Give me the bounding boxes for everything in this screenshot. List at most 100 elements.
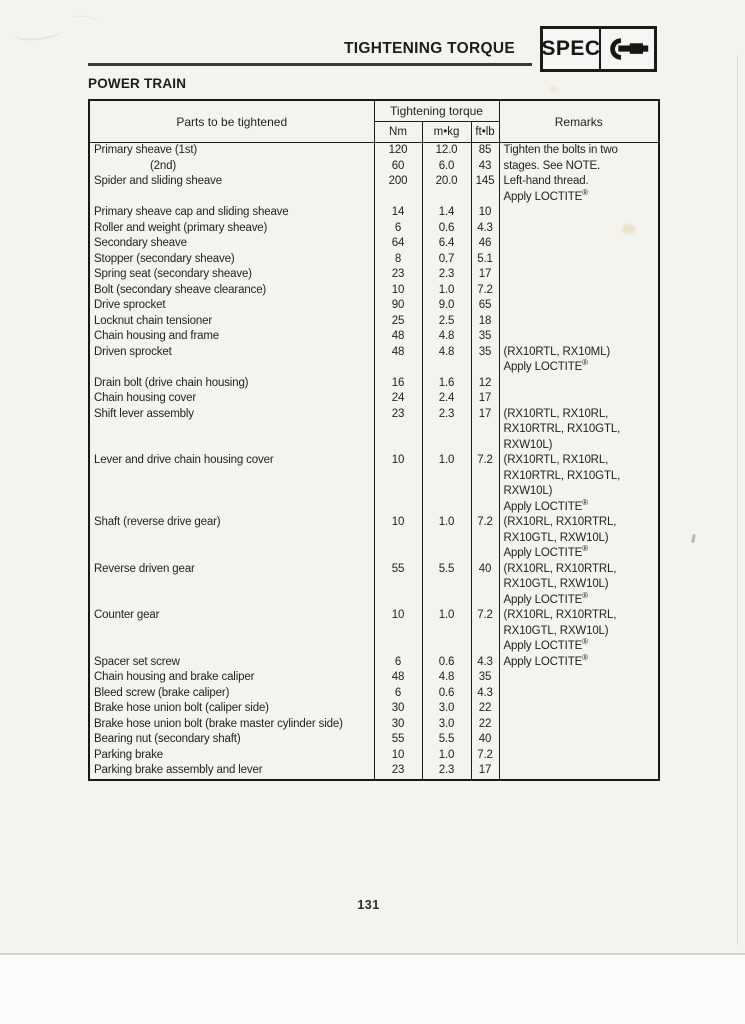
part-cell (88, 468, 375, 484)
nm-cell (373, 499, 423, 515)
mkg-cell: 1.0 (421, 282, 472, 298)
remark-cell: (RX10RTL, RX10RL, (498, 406, 660, 422)
remark-cell (498, 329, 660, 345)
nm-cell (373, 484, 423, 500)
mkg-cell: 1.0 (421, 515, 472, 531)
remark-cell (498, 701, 660, 717)
ftlb-cell: 145 (470, 174, 500, 190)
mkg-cell: 0.6 (421, 220, 472, 236)
page-title: TIGHTENING TORQUE (343, 40, 515, 57)
table-row: RX10GTL, RXW10L) (88, 530, 660, 546)
remark-cell (498, 205, 660, 221)
ftlb-cell: 40 (470, 732, 500, 748)
nm-cell (373, 468, 423, 484)
nm-cell: 25 (373, 313, 423, 329)
table-row: RX10GTL, RXW10L) (88, 623, 660, 639)
nm-cell: 10 (373, 515, 423, 531)
ftlb-cell (470, 437, 500, 453)
mkg-cell (421, 189, 472, 205)
table-row: Bleed screw (brake caliper) 6 0.6 4.3 (88, 685, 660, 701)
table-row: Lever and drive chain housing cover 10 1… (88, 453, 660, 469)
part-cell: Parking brake assembly and lever (88, 763, 375, 780)
mkg-cell (421, 592, 472, 608)
column-header-remarks: Remarks (498, 99, 660, 143)
nm-cell (373, 592, 423, 608)
ftlb-cell (470, 360, 500, 376)
table-row: Parking brake 10 1.0 7.2 (88, 747, 660, 763)
title-underline (88, 63, 532, 66)
part-cell: Bolt (secondary sheave clearance) (88, 282, 375, 298)
nm-cell: 6 (373, 654, 423, 670)
part-cell (88, 437, 375, 453)
ftlb-cell (470, 623, 500, 639)
table-row: Spacer set screw 6 0.6 4.3 Apply LOCTITE… (88, 653, 660, 670)
nm-cell: 6 (373, 220, 423, 236)
column-header-mkg: m•kg (421, 121, 472, 143)
remark-cell: RX10GTL, RXW10L) (498, 530, 660, 546)
mkg-cell (421, 530, 472, 546)
table-row: Drain bolt (drive chain housing) 16 1.6 … (88, 375, 660, 391)
ftlb-cell (470, 468, 500, 484)
nm-cell (373, 623, 423, 639)
mkg-cell: 1.0 (421, 747, 472, 763)
part-cell: Driven sprocket (88, 344, 375, 360)
table-row: Driven sprocket 48 4.8 35 (RX10RTL, RX10… (88, 344, 660, 360)
table-row: Apply LOCTITE® (88, 188, 660, 205)
remark-cell: Apply LOCTITE® (498, 188, 660, 205)
mkg-cell: 2.4 (421, 391, 472, 407)
table-row: Counter gear 10 1.0 7.2 (RX10RL, RX10RTR… (88, 608, 660, 624)
remark-cell (498, 236, 660, 252)
table-row: Spider and sliding sheave 200 20.0 145 L… (88, 174, 660, 190)
paper-stain (549, 86, 558, 93)
ftlb-cell (470, 530, 500, 546)
nm-cell (373, 546, 423, 562)
remark-cell: RX10GTL, RXW10L) (498, 623, 660, 639)
nm-cell: 120 (373, 142, 423, 159)
mkg-cell: 0.7 (421, 251, 472, 267)
mkg-cell (421, 360, 472, 376)
nm-cell: 10 (373, 747, 423, 763)
table-row: Shift lever assembly 23 2.3 17 (RX10RTL,… (88, 406, 660, 422)
nm-cell: 48 (373, 670, 423, 686)
mkg-cell (421, 437, 472, 453)
part-cell (88, 360, 375, 376)
mkg-cell: 6.0 (421, 158, 472, 174)
mkg-cell: 12.0 (421, 142, 472, 159)
remark-cell (498, 763, 660, 780)
ftlb-cell (470, 189, 500, 205)
part-cell (88, 592, 375, 608)
part-cell: Secondary sheave (88, 236, 375, 252)
part-cell: Parking brake (88, 747, 375, 763)
part-cell: Lever and drive chain housing cover (88, 453, 375, 469)
ftlb-cell: 22 (470, 716, 500, 732)
remark-cell (498, 391, 660, 407)
part-cell: Brake hose union bolt (caliper side) (88, 701, 375, 717)
mkg-cell (421, 639, 472, 655)
remark-cell (498, 298, 660, 314)
table-row: Shaft (reverse drive gear) 10 1.0 7.2 (R… (88, 515, 660, 531)
ftlb-cell: 4.3 (470, 685, 500, 701)
part-cell: Drain bolt (drive chain housing) (88, 375, 375, 391)
table-row: RX10RTRL, RX10GTL, (88, 468, 660, 484)
mkg-cell: 2.3 (421, 406, 472, 422)
mkg-cell: 9.0 (421, 298, 472, 314)
mkg-cell: 6.4 (421, 236, 472, 252)
table-row: Apply LOCTITE® (88, 359, 660, 376)
ftlb-cell: 4.3 (470, 220, 500, 236)
part-cell (88, 499, 375, 515)
nm-cell: 24 (373, 391, 423, 407)
part-cell: Spacer set screw (88, 654, 375, 670)
nm-cell: 10 (373, 608, 423, 624)
remark-cell: Left-hand thread. (498, 174, 660, 190)
nm-cell: 23 (373, 406, 423, 422)
ftlb-cell (470, 577, 500, 593)
paper-edge (737, 55, 738, 945)
mkg-cell (421, 484, 472, 500)
mkg-cell: 2.3 (421, 267, 472, 283)
remark-cell: RXW10L) (498, 484, 660, 500)
ftlb-cell: 18 (470, 313, 500, 329)
mkg-cell: 4.8 (421, 670, 472, 686)
part-cell (88, 189, 375, 205)
ftlb-cell: 17 (470, 267, 500, 283)
mkg-cell: 0.6 (421, 685, 472, 701)
